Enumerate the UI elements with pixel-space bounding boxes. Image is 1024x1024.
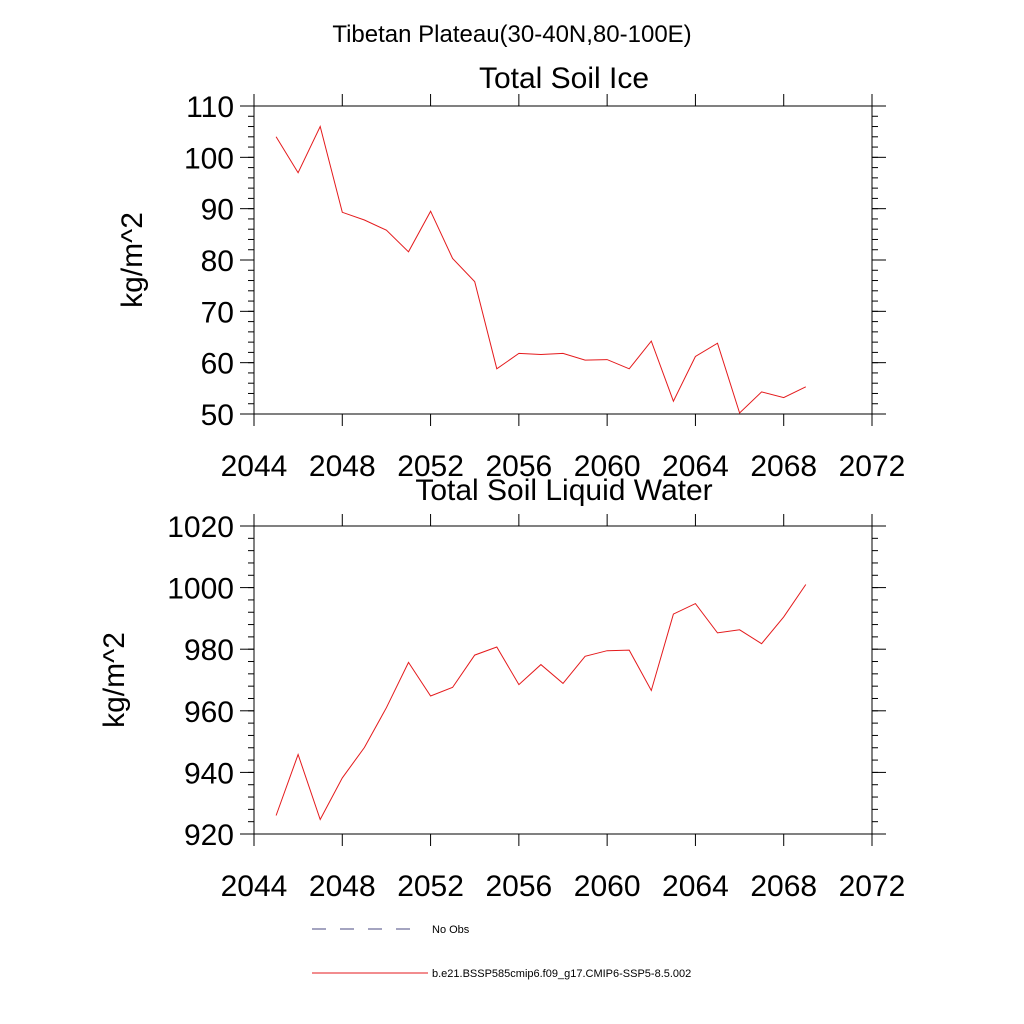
panel-title-soil-liquid-water: Total Soil Liquid Water <box>415 474 712 507</box>
axes-soil-ice: 2044 2048 2052 2056 2060 2064 2068 2072 50 60 70 80… <box>184 91 905 483</box>
series-polyline-soil-ice <box>275 125 807 414</box>
x-tick-label-soil-liquid-water: 2044 <box>221 870 288 903</box>
x-tick-label-soil-ice: 2060 <box>574 450 641 483</box>
x-tick-label-soil-ice: 2044 <box>221 450 288 483</box>
y-tick-label-soil-ice: 110 <box>186 91 234 124</box>
y-axis-label-soil-ice: kg/m^2 <box>116 212 149 308</box>
y-tick-label-soil-ice: 50 <box>201 399 234 432</box>
y-tick-label-soil-ice: 100 <box>184 142 234 175</box>
panel-soil-liquid-water: Total Soil Liquid Water kg/m^2 2044 2048 2… <box>98 474 905 903</box>
x-tick-label-soil-ice: 2056 <box>485 450 552 483</box>
y-tick-label-soil-ice: 70 <box>201 296 234 329</box>
x-tick-label-soil-liquid-water: 2060 <box>574 870 641 903</box>
legend: No Obs b.e21.BSSP585cmip6.f09_g17.CMIP6-… <box>312 924 691 980</box>
y-tick-label-soil-ice: 90 <box>201 194 234 227</box>
y-tick-label-soil-ice: 60 <box>201 348 234 381</box>
y-tick-label-soil-ice: 80 <box>201 245 234 278</box>
x-tick-label-soil-liquid-water: 2064 <box>662 870 729 903</box>
y-tick-label-soil-liquid-water: 960 <box>184 696 234 729</box>
y-tick-label-soil-liquid-water: 940 <box>184 757 234 790</box>
series-line-soil-ice <box>275 125 807 414</box>
y-tick-label-soil-liquid-water: 980 <box>184 634 234 667</box>
x-tick-label-soil-liquid-water: 2048 <box>309 870 376 903</box>
y-tick-label-soil-liquid-water: 920 <box>184 819 234 852</box>
x-tick-label-soil-liquid-water: 2052 <box>397 870 464 903</box>
y-axis-label-soil-liquid-water: kg/m^2 <box>98 632 131 728</box>
x-tick-label-soil-liquid-water: 2056 <box>485 870 552 903</box>
plot-frame-soil-liquid-water <box>253 525 873 835</box>
x-tick-label-soil-liquid-water: 2072 <box>839 870 906 903</box>
panel-title-soil-ice: Total Soil Ice <box>479 62 649 95</box>
plot-frame-soil-ice <box>253 105 873 415</box>
x-tick-label-soil-ice: 2064 <box>662 450 729 483</box>
panel-soil-ice: Total Soil Ice kg/m^2 2044 2048 2052 2056 20… <box>116 62 905 483</box>
legend-label-model: b.e21.BSSP585cmip6.f09_g17.CMIP6-SSP5-8.… <box>432 968 691 980</box>
y-tick-label-soil-liquid-water: 1000 <box>167 573 234 606</box>
series-polyline-soil-liquid-water <box>275 584 807 821</box>
figure-title: Tibetan Plateau(30-40N,80-100E) <box>332 21 691 48</box>
x-tick-label-soil-ice: 2048 <box>309 450 376 483</box>
series-line-soil-liquid-water <box>275 584 807 821</box>
axes-soil-liquid-water: 2044 2048 2052 2056 2060 2064 2068 2072 920 940 96… <box>167 511 905 903</box>
x-tick-label-soil-liquid-water: 2068 <box>750 870 817 903</box>
y-tick-label-soil-liquid-water: 1020 <box>167 511 234 544</box>
legend-label-no-obs: No Obs <box>432 924 470 936</box>
x-tick-label-soil-ice: 2068 <box>750 450 817 483</box>
x-tick-label-soil-ice: 2052 <box>397 450 464 483</box>
x-tick-label-soil-ice: 2072 <box>839 450 906 483</box>
